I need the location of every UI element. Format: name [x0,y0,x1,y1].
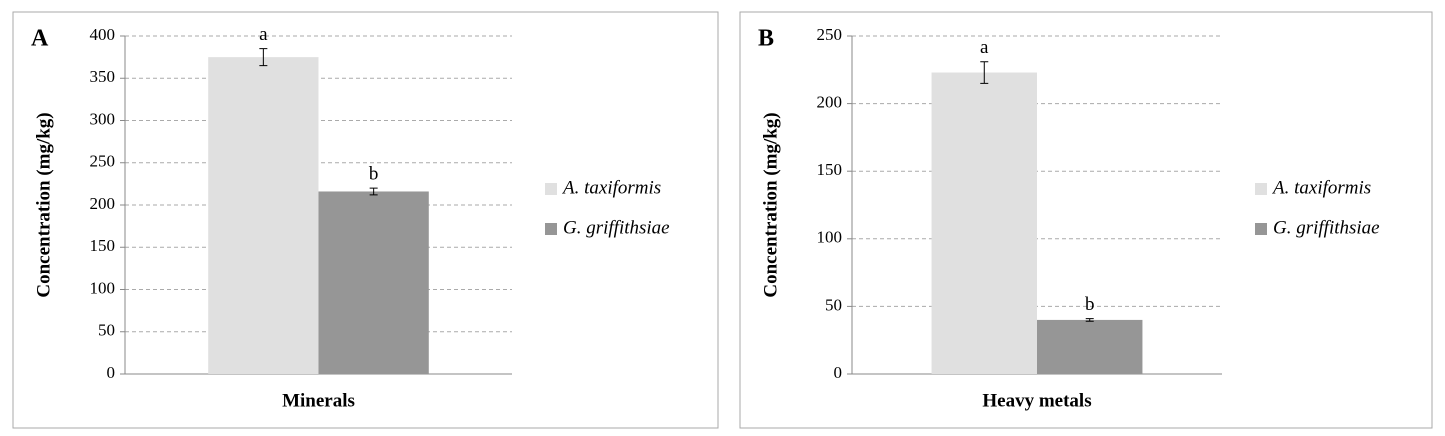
significance-letter: a [259,24,268,45]
legend-label: A. taxiformis [561,177,661,198]
error-bar [259,48,268,67]
significance-letter: a [980,37,989,58]
y-tick-label: 250 [817,25,843,44]
legend-swatch [1255,183,1267,195]
error-bar [980,61,989,84]
panel-label: A [31,26,49,52]
panel-frame [12,11,719,429]
error-bar [369,187,378,196]
y-tick-label: 200 [90,194,116,213]
x-axis-title: Minerals [282,390,355,411]
bar [931,72,1037,374]
panel-label: B [758,26,774,52]
significance-letter: b [1085,294,1095,315]
legend-label: A. taxiformis [1271,177,1371,198]
y-axis-title: Concentration (mg/kg) [760,112,781,297]
y-tick-label: 300 [90,109,116,128]
legend-swatch [545,223,557,235]
y-tick-label: 100 [90,278,116,297]
y-tick-label: 200 [817,93,843,112]
error-bar [1085,318,1094,322]
y-tick-label: 50 [98,321,115,340]
y-tick-label: 250 [90,152,116,171]
y-tick-label: 0 [107,363,116,382]
y-tick-label: 150 [817,160,843,179]
bar [318,191,429,374]
legend-swatch [1255,223,1267,235]
y-tick-label: 100 [817,228,843,247]
legend-label: G. griffithsiae [1273,217,1380,238]
panel-frame [739,11,1433,429]
x-axis-title: Heavy metals [982,390,1091,411]
y-tick-label: 50 [825,295,842,314]
y-tick-label: 150 [90,236,116,255]
y-tick-label: 350 [90,67,116,86]
significance-letter: b [369,163,379,184]
bar [1037,319,1143,374]
legend-swatch [545,183,557,195]
y-tick-label: 400 [90,25,116,44]
y-axis-title: Concentration (mg/kg) [33,112,54,297]
bar [208,57,319,374]
legend-label: G. griffithsiae [563,217,670,238]
y-tick-label: 0 [834,363,843,382]
